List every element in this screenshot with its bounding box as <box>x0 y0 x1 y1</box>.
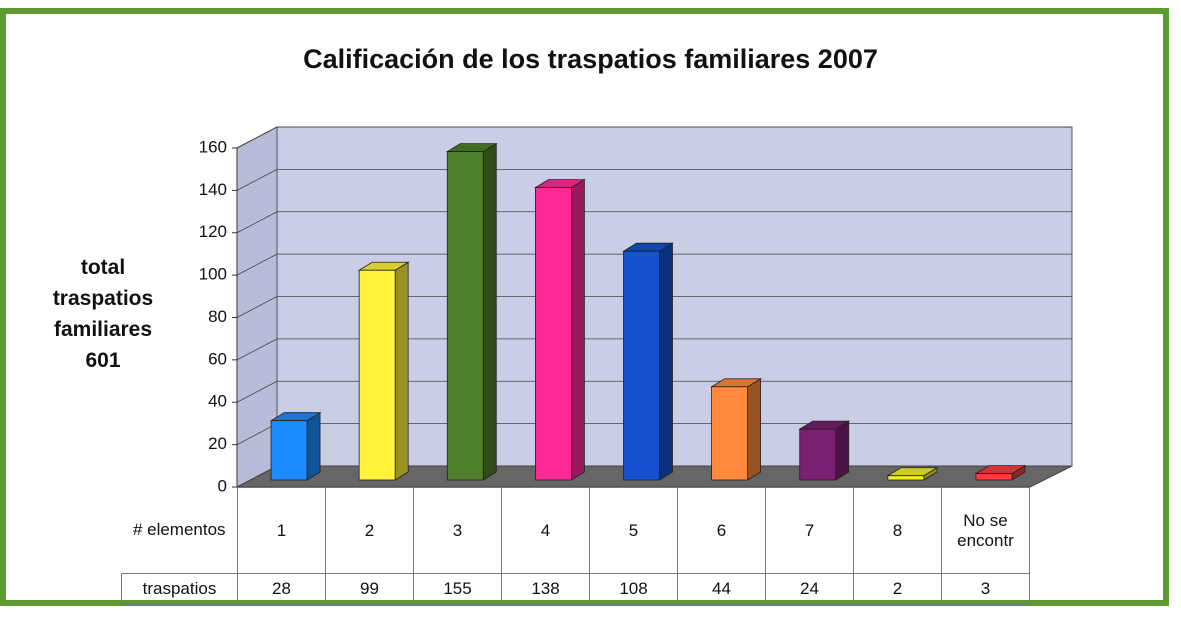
table-header-label: # elementos <box>132 520 226 540</box>
chart-title: Calificación de los traspatios familiare… <box>303 44 878 74</box>
category-cell: 4 <box>501 487 590 574</box>
bar <box>975 473 1013 481</box>
grid-line <box>236 169 278 191</box>
category-cell: 8 <box>853 487 942 574</box>
y-tick-label: 20 <box>208 434 227 453</box>
bar-side <box>747 378 762 481</box>
bar-side <box>570 178 585 481</box>
data-table: # elementos 1 2 3 4 5 6 7 8 No se encontr traspat… <box>121 487 1030 605</box>
bar-side <box>835 420 850 481</box>
grid-line <box>236 296 278 318</box>
bar-side <box>306 411 321 481</box>
y-axis-label: total traspatios familiares 601 <box>52 256 154 372</box>
value-cell: 2 <box>853 573 942 605</box>
grid-line <box>236 423 278 445</box>
category-cell: 5 <box>589 487 678 574</box>
y-tick-label: 100 <box>199 265 227 284</box>
bar <box>623 250 660 481</box>
value-cell: 24 <box>765 573 854 605</box>
table-row-label: traspatios <box>121 573 238 605</box>
bar-side <box>482 142 497 481</box>
value-cell: 3 <box>941 573 1030 605</box>
y-tick-label: 120 <box>199 222 227 241</box>
category-cell: 7 <box>765 487 854 574</box>
y-tick-label: 60 <box>208 349 227 368</box>
value-cell: 99 <box>325 573 414 605</box>
category-cell: 3 <box>413 487 502 574</box>
value-cell: 155 <box>413 573 502 605</box>
bar-side <box>659 242 673 481</box>
bar <box>711 386 749 481</box>
y-tick-label: 160 <box>199 137 227 156</box>
grid-line <box>236 211 278 234</box>
grid-line <box>236 380 278 403</box>
grid-line <box>236 253 278 276</box>
bar <box>799 428 837 481</box>
value-cell: 28 <box>237 573 326 605</box>
value-cell: 44 <box>677 573 766 605</box>
category-cell: 2 <box>325 487 414 574</box>
grid-line <box>236 338 278 361</box>
bar-side <box>394 261 409 481</box>
bar <box>446 151 484 481</box>
y-tick-label: 80 <box>208 307 227 326</box>
grid-line <box>236 126 278 149</box>
y-tick-label: 140 <box>199 180 227 199</box>
bar <box>270 420 308 481</box>
value-cell: 138 <box>501 573 590 605</box>
category-cell: No se encontr <box>941 487 1030 574</box>
y-tick-label: 0 <box>218 476 227 495</box>
category-cell: 6 <box>677 487 766 574</box>
y-tick-label: 40 <box>208 392 227 411</box>
bar <box>534 187 572 481</box>
value-cell: 108 <box>589 573 678 605</box>
bar <box>358 269 396 481</box>
bar <box>887 475 925 481</box>
category-cell: 1 <box>237 487 326 574</box>
